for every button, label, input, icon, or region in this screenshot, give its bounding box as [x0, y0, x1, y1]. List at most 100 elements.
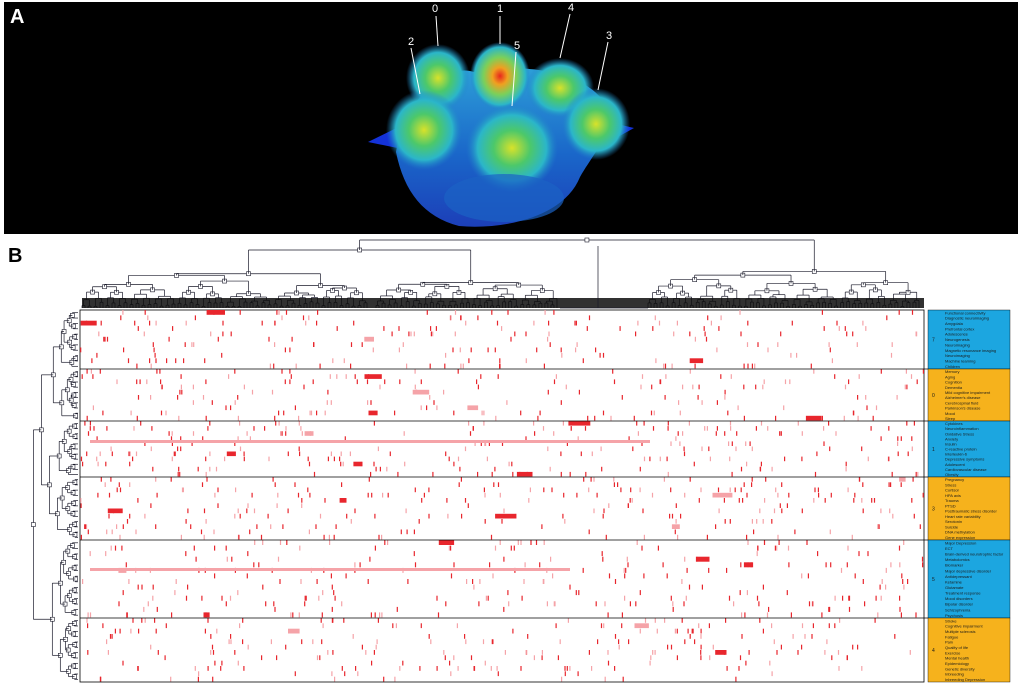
heat-tick [235, 487, 237, 493]
heat-tick [535, 540, 538, 545]
peak-leader-lines [410, 13, 609, 107]
heat-tick [614, 666, 616, 671]
heat-tick [775, 487, 777, 493]
heat-tick [391, 331, 393, 337]
heat-tick [120, 315, 122, 321]
heat-tick [564, 519, 566, 524]
peak-1-shape [470, 42, 530, 110]
heat-tick [777, 534, 779, 540]
heat-tick [295, 363, 297, 369]
heat-tick [520, 540, 522, 545]
heat-tick [341, 482, 343, 487]
heat-tick [165, 410, 167, 416]
heat-tick [553, 379, 556, 385]
heat-tick [129, 451, 131, 457]
heat-tick [686, 567, 688, 573]
heat-tick [731, 441, 733, 446]
heat-tick [339, 456, 341, 462]
heat-tick [260, 534, 263, 540]
heat-tick [739, 590, 741, 596]
heat-block [715, 650, 727, 655]
legend-term: Cognitive impairment [945, 624, 983, 629]
legend-term: Heart rate variability [945, 514, 981, 519]
heat-tick [426, 405, 428, 411]
heat-tick [787, 545, 790, 551]
heat-tick [279, 579, 281, 584]
heat-tick [138, 628, 140, 634]
heat-tick [253, 562, 255, 568]
heat-tick [262, 584, 264, 590]
heat-tick [444, 363, 446, 369]
heat-tick [290, 612, 292, 618]
heat-tick [192, 431, 195, 436]
heat-tick [129, 513, 131, 519]
legend-term: Diagnostic neuroimaging [945, 316, 989, 321]
heat-tick [228, 374, 230, 379]
heat-tick [133, 426, 135, 431]
heat-tick [708, 567, 710, 573]
legend-term: Parkinson's disease [945, 406, 981, 411]
heat-tick [567, 618, 569, 623]
heat-tick [336, 374, 338, 379]
heat-tick [289, 369, 291, 374]
heat-tick [599, 352, 601, 358]
heat-tick [553, 431, 555, 436]
heat-tick [627, 562, 629, 568]
heat-tick [302, 315, 305, 321]
heat-block [634, 623, 649, 629]
heat-tick [683, 451, 686, 457]
heat-tick [283, 410, 285, 416]
heat-tick [102, 623, 104, 629]
heat-tick [801, 508, 803, 514]
heat-tick [349, 451, 351, 457]
heat-tick [374, 612, 376, 618]
legend-term: Memory [945, 369, 959, 374]
heat-tick [625, 567, 627, 573]
heat-tick [854, 573, 856, 579]
legend-term: Genetic diversity [945, 666, 975, 671]
heat-tick [861, 498, 863, 503]
heat-tick [460, 477, 462, 482]
heat-tick [335, 524, 337, 529]
heat-tick [368, 477, 370, 482]
heat-tick [106, 639, 108, 645]
heat-tick [285, 426, 287, 431]
heat-tick [525, 436, 527, 441]
heat-tick [321, 639, 323, 645]
heat-tick [829, 446, 831, 452]
heat-tick [672, 606, 674, 612]
heat-tick [784, 379, 787, 385]
heat-tick [890, 482, 892, 487]
heat-tick [483, 487, 485, 493]
heat-tick [743, 384, 745, 390]
heat-tick [354, 508, 356, 514]
heat-tick [708, 446, 710, 452]
heat-tick [700, 644, 702, 650]
heat-tick [384, 379, 386, 385]
heat-tick [155, 524, 157, 529]
legend-term: Aging [945, 374, 955, 379]
heat-tick [453, 410, 455, 416]
heat-tick [226, 556, 228, 562]
heat-tick [604, 676, 606, 682]
heat-tick [239, 310, 241, 315]
heat-tick [490, 534, 493, 540]
heat-tick [801, 456, 803, 462]
heat-tick [190, 524, 192, 529]
heat-tick [679, 410, 681, 416]
heat-tick [239, 446, 242, 452]
heat-tick [629, 601, 631, 607]
heat-tick [429, 363, 431, 369]
heat-tick [591, 451, 593, 457]
heat-tick [298, 415, 300, 421]
heat-tick [87, 623, 89, 629]
heat-tick [328, 534, 330, 540]
heat-tick [377, 618, 379, 623]
heat-tick [520, 666, 522, 671]
heat-tick [175, 579, 177, 584]
heat-tick [533, 655, 535, 661]
heat-tick [460, 363, 462, 369]
heat-tick [171, 456, 173, 462]
heat-tick [136, 415, 138, 421]
heat-tick [155, 358, 157, 364]
